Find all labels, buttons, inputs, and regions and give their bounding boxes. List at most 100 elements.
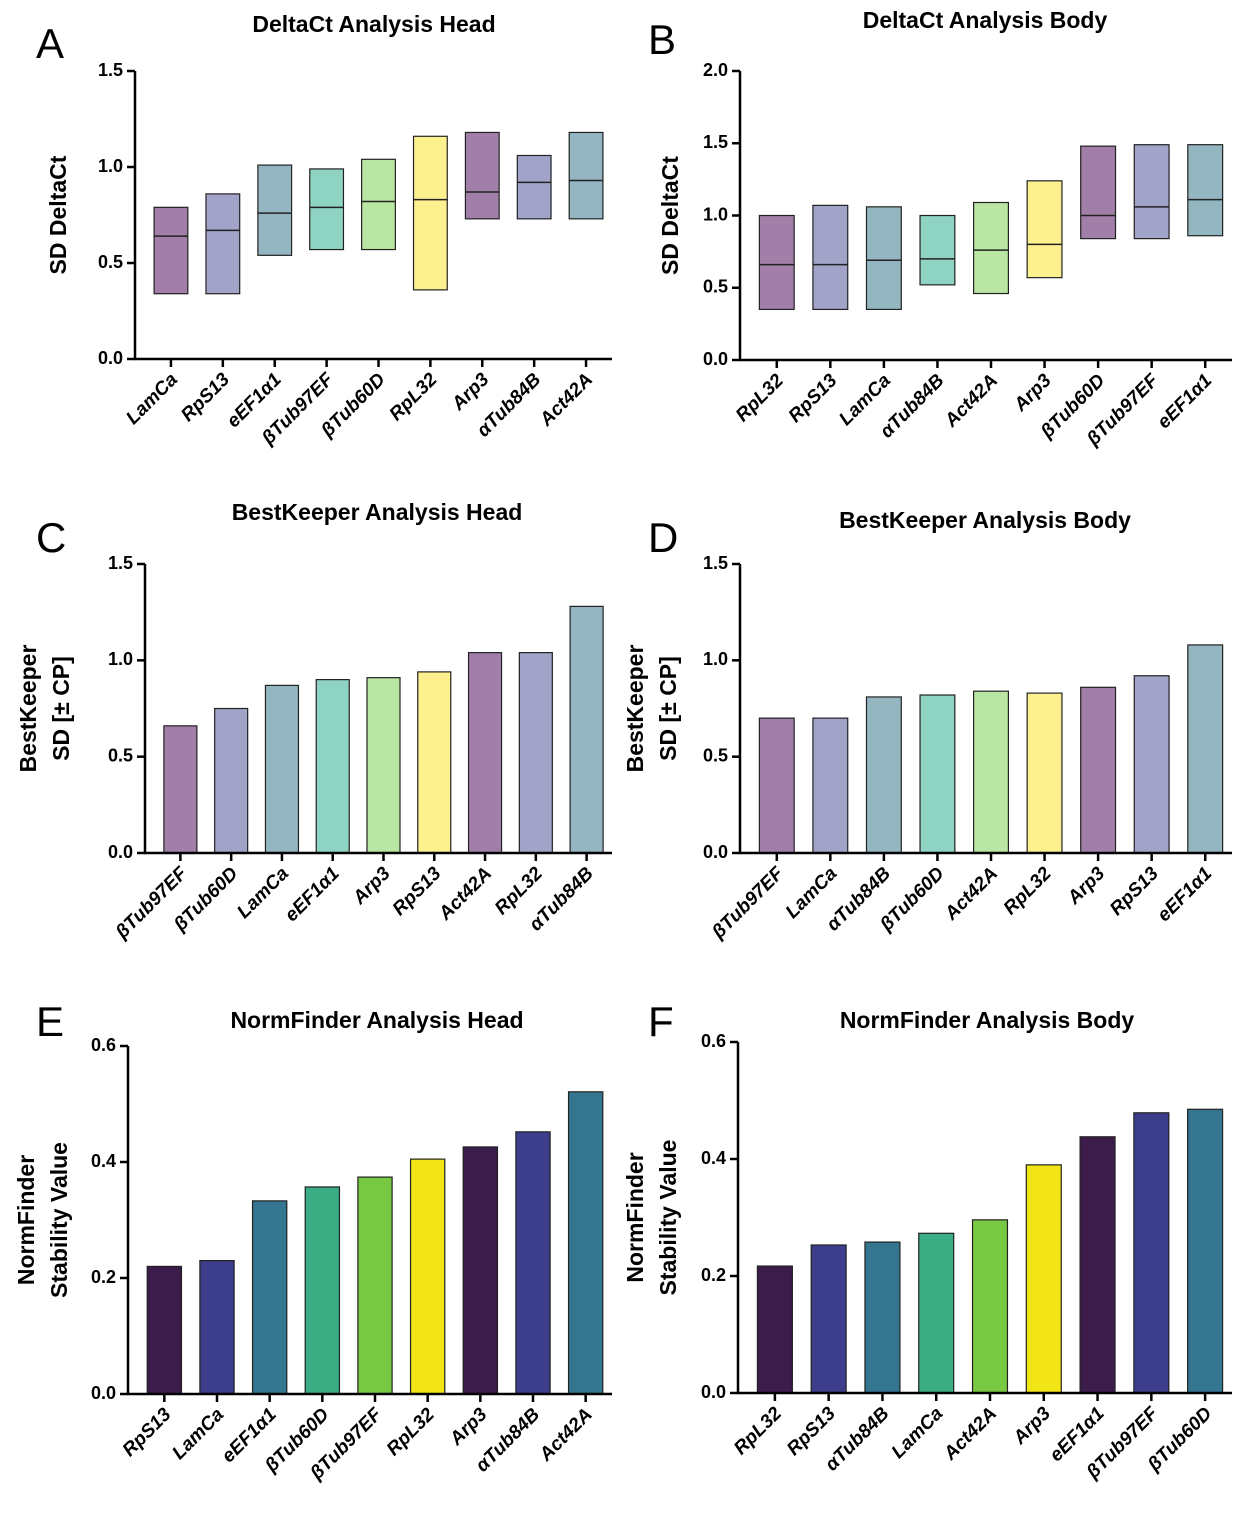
panel-letter: E	[36, 998, 64, 1045]
bar	[756, 1265, 793, 1394]
bar	[315, 678, 350, 854]
range-box	[309, 168, 345, 251]
y-tick-label: 1.5	[108, 553, 133, 573]
y-tick-label: 1.0	[703, 204, 728, 224]
x-tick-label: Arp3	[445, 1404, 491, 1450]
range-box	[1187, 144, 1224, 237]
bar	[357, 1176, 393, 1395]
x-tick-label: Arp3	[348, 863, 394, 909]
range-box	[516, 154, 552, 220]
x-tick-label: βTub97EF	[707, 862, 788, 943]
range-box	[1080, 145, 1117, 240]
bar	[163, 725, 198, 854]
y-tick-label: 0.0	[108, 842, 133, 862]
bar	[919, 694, 956, 854]
y-axis-label: SD [± CP]	[48, 656, 74, 761]
x-tick-label: eEF1α1	[281, 863, 344, 926]
y-tick-label: 0.5	[703, 277, 728, 297]
y-tick-label: 0.0	[91, 1383, 116, 1403]
chart-title: DeltaCt Analysis Head	[252, 11, 495, 37]
bar	[972, 690, 1010, 854]
y-axis-label: Stability Value	[46, 1142, 72, 1298]
bar	[515, 1131, 551, 1395]
x-tick-label: RpL32	[383, 1404, 439, 1460]
chart-title: NormFinder Analysis Head	[230, 1007, 523, 1033]
bar	[1133, 1112, 1170, 1394]
bar	[251, 1200, 288, 1395]
bar	[971, 1219, 1009, 1394]
bar	[1187, 644, 1224, 854]
x-tick-label: Act42A	[940, 370, 1002, 432]
y-tick-label: 1.0	[108, 649, 133, 669]
range-box	[257, 164, 293, 256]
x-tick-label: Act42A	[535, 369, 597, 431]
x-tick-label: Act42A	[939, 1403, 1001, 1465]
range-box	[412, 135, 448, 291]
x-tick-label: RpS13	[119, 1404, 176, 1461]
y-tick-label: 0.2	[91, 1267, 116, 1287]
y-axis-label: SD DeltaCt	[657, 156, 683, 275]
bar	[1079, 1136, 1116, 1394]
x-tick-label: eEF1α1	[1154, 370, 1217, 433]
y-tick-label: 1.0	[98, 156, 123, 176]
bar	[1026, 692, 1063, 854]
range-box	[865, 206, 902, 311]
panel-letter: B	[648, 16, 676, 63]
y-axis-label: Stability Value	[655, 1140, 681, 1296]
y-tick-label: 0.2	[701, 1265, 726, 1285]
range-box	[464, 131, 500, 220]
y-axis-label: SD DeltaCt	[45, 155, 71, 274]
y-tick-label: 0.6	[701, 1031, 726, 1051]
y-tick-label: 1.5	[98, 60, 123, 80]
bar	[918, 1232, 955, 1394]
x-tick-label: Arp3	[1009, 370, 1055, 416]
bar	[1133, 675, 1170, 854]
bar	[569, 605, 604, 854]
bar	[518, 652, 553, 854]
y-tick-label: 0.5	[703, 745, 728, 765]
x-tick-label: LamCa	[888, 1403, 948, 1463]
y-tick-label: 0.5	[98, 252, 123, 272]
y-tick-label: 0.0	[703, 349, 728, 369]
range-box	[758, 214, 795, 311]
panel-letter: F	[648, 998, 674, 1045]
y-tick-label: 0.0	[703, 842, 728, 862]
y-tick-label: 0.0	[98, 348, 123, 368]
y-axis-label: SD [± CP]	[655, 656, 681, 761]
bar	[409, 1158, 446, 1395]
chart-title: NormFinder Analysis Body	[840, 1007, 1135, 1033]
panel-letter: A	[36, 20, 64, 67]
y-tick-label: 1.0	[703, 649, 728, 669]
y-tick-label: 0.4	[91, 1151, 116, 1171]
x-tick-label: LamCa	[122, 369, 182, 429]
y-tick-label: 2.0	[703, 60, 728, 80]
bar	[864, 1241, 901, 1394]
bar	[567, 1091, 604, 1395]
chart-title: BestKeeper Analysis Head	[232, 499, 523, 525]
x-tick-label: Act42A	[434, 863, 496, 925]
x-tick-label: Arp3	[1009, 1403, 1055, 1449]
y-tick-label: 1.5	[703, 132, 728, 152]
x-tick-label: RpS13	[785, 370, 842, 427]
bar	[462, 1146, 499, 1395]
range-box	[568, 131, 604, 220]
bar	[146, 1265, 183, 1395]
y-tick-label: 0.4	[701, 1148, 726, 1168]
y-axis-label: BestKeeper	[622, 645, 648, 773]
range-box	[919, 214, 956, 286]
x-tick-label: eEF1α1	[1154, 863, 1217, 926]
bar	[304, 1186, 341, 1395]
x-tick-label: RpL32	[386, 369, 442, 425]
range-box	[361, 158, 396, 251]
x-tick-label: Act42A	[940, 863, 1002, 925]
bar	[467, 652, 503, 854]
range-box	[972, 201, 1010, 295]
x-tick-label: Arp3	[1063, 863, 1109, 909]
panel-letter: C	[36, 514, 66, 561]
y-tick-label: 1.5	[703, 553, 728, 573]
bar	[1187, 1108, 1224, 1394]
y-tick-label: 0.5	[108, 745, 133, 765]
x-tick-label: RpL32	[1000, 863, 1056, 919]
y-axis-label: NormFinder	[13, 1155, 39, 1285]
